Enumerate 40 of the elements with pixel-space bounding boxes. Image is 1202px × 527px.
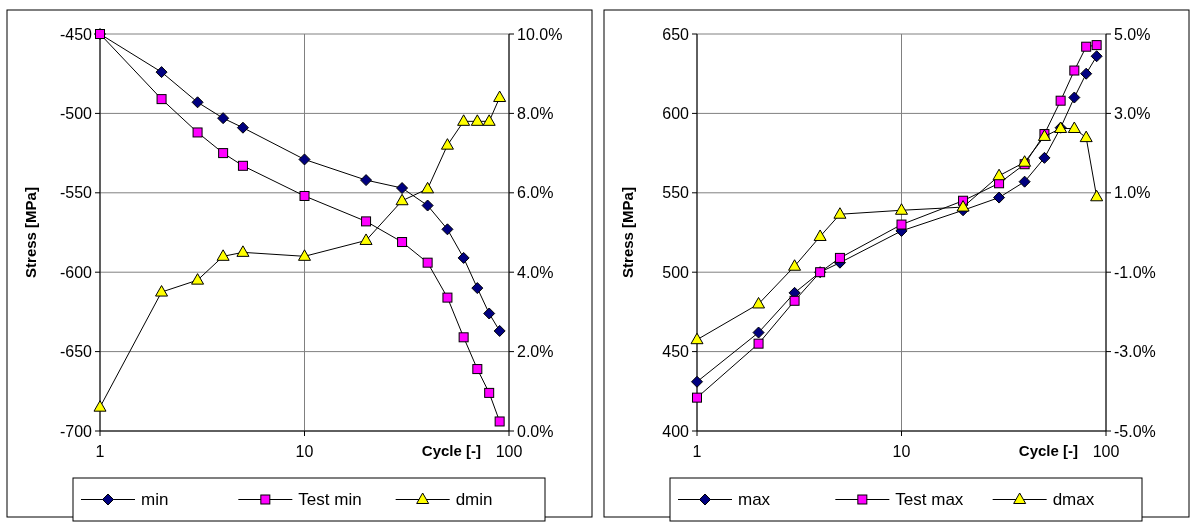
y2-tick-label: 0.0% [517,422,554,440]
y2-tick-label: -5.0% [1114,422,1156,440]
x-tick-label: 100 [1092,443,1120,460]
x-tick-label: 10 [295,443,314,460]
y-tick-label: 550 [662,184,690,202]
legend-label: Test max [895,490,964,510]
y-tick-label: -600 [59,263,93,281]
legend-label: max [738,490,771,510]
y2-tick-label: -1.0% [1114,263,1156,281]
legend-label: Test min [298,490,362,510]
legend-label: dmax [1052,490,1095,510]
x-axis-title: Cycle [-] [421,442,481,459]
x-axis-title: Cycle [-] [1018,442,1078,459]
y2-tick-label: 5.0% [1114,25,1151,43]
y-tick-label: 650 [662,25,690,43]
y2-tick-label: 3.0% [1114,105,1151,122]
y-tick-label: 600 [662,105,690,122]
x-tick-label: 1 [95,443,105,460]
y-tick-label: -450 [59,25,93,43]
y-axis-title: Stress [MPa] [22,187,39,278]
y-tick-label: 400 [662,422,690,440]
y2-tick-label: 4.0% [517,263,554,281]
y-tick-label: -500 [59,105,93,122]
legend-label: dmin [455,490,493,510]
y-axis-title: Stress [MPa] [619,187,636,278]
y-tick-label: -550 [59,184,93,202]
x-tick-label: 10 [892,443,911,460]
y-tick-label: -650 [59,343,93,361]
y2-tick-label: 6.0% [517,184,554,202]
y-tick-label: 500 [662,263,690,281]
x-tick-label: 100 [495,443,523,460]
y2-tick-label: 8.0% [517,105,554,122]
y2-tick-label: 1.0% [1114,184,1151,202]
y2-tick-label: 2.0% [517,343,554,361]
x-tick-label: 1 [692,443,702,460]
y2-tick-label: 10.0% [517,25,563,43]
y-tick-label: -700 [59,422,93,440]
y-tick-label: 450 [662,343,690,361]
legend-label: min [141,490,169,510]
y2-tick-label: -3.0% [1114,343,1156,361]
